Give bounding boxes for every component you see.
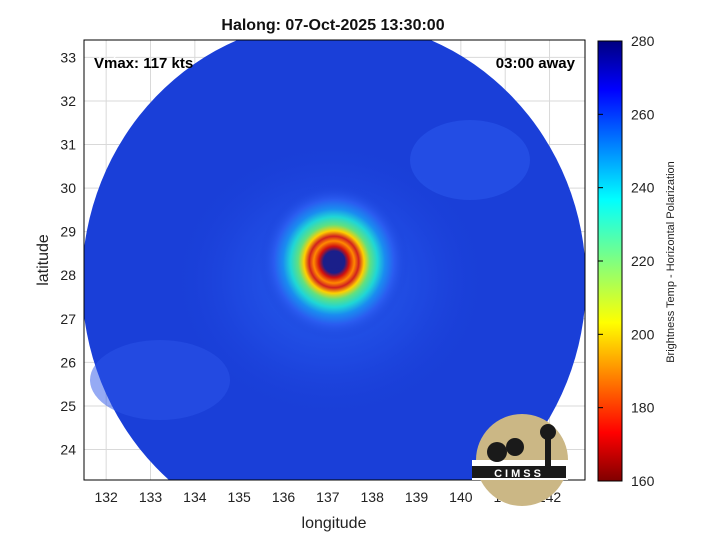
- x-tick-label: 134: [183, 489, 207, 505]
- x-tick-label: 137: [316, 489, 340, 505]
- x-tick-label: 132: [94, 489, 118, 505]
- colorbar-tick-label: 200: [631, 326, 655, 342]
- cimss-logo: CIMSS: [472, 414, 568, 506]
- colorbar-label: Brightness Temp - Horizontal Polarizatio…: [665, 161, 677, 363]
- coastline: [95, 40, 141, 63]
- x-tick-label: 140: [449, 489, 473, 505]
- x-tick-label: 133: [139, 489, 163, 505]
- y-tick-label: 29: [60, 224, 76, 240]
- y-axis-label: latitude: [35, 234, 52, 286]
- colorbar-tick-labels: 160 180 200 220 240 260 280: [598, 33, 655, 489]
- x-tick-labels: 132133134135136137138139140141142: [94, 489, 561, 505]
- x-tick-label: 136: [272, 489, 296, 505]
- logo-text: CIMSS: [494, 468, 544, 480]
- x-tick-label: 135: [227, 489, 251, 505]
- y-tick-label: 32: [60, 93, 76, 109]
- microwave-swath: [84, 40, 585, 480]
- y-tick-label: 27: [60, 311, 76, 327]
- plot-frame: [83, 39, 586, 481]
- coastline-small: [84, 75, 101, 83]
- storm-eye: [325, 251, 345, 269]
- x-tick-label: 139: [405, 489, 429, 505]
- x-tick-label: 138: [361, 489, 385, 505]
- colorbar-tick-label: 240: [631, 180, 655, 196]
- y-tick-label: 28: [60, 267, 76, 283]
- logo-ground: [472, 466, 566, 478]
- x-axis-label: longitude: [302, 515, 367, 532]
- y-tick-labels: 24 25 26 27 28 29 30 31 32 33: [60, 49, 76, 457]
- colorbar-tick-label: 260: [631, 106, 655, 122]
- colorbar-tick-label: 280: [631, 33, 655, 49]
- colorbar-tick-label: 180: [631, 400, 655, 416]
- rainband-northeast: [410, 120, 530, 200]
- chart-title: Halong: 07-Oct-2025 13:30:00: [221, 17, 444, 34]
- y-tick-label: 24: [60, 442, 76, 458]
- colorbar-tick-label: 160: [631, 473, 655, 489]
- y-tick-label: 26: [60, 354, 76, 370]
- logo-dish-left: [487, 442, 507, 462]
- logo-tower: [545, 436, 551, 466]
- y-tick-label: 33: [60, 49, 76, 65]
- logo-dish-right: [506, 438, 524, 456]
- colorbar-tick-label: 220: [631, 253, 655, 269]
- logo-tower-top: [540, 424, 556, 440]
- rainband-southwest: [90, 340, 230, 420]
- y-tick-label: 25: [60, 398, 76, 414]
- time-offset-annotation: 03:00 away: [496, 55, 576, 72]
- y-tick-label: 30: [60, 180, 76, 196]
- y-tick-label: 31: [60, 137, 76, 153]
- vmax-annotation: Vmax: 117 kts: [94, 55, 193, 72]
